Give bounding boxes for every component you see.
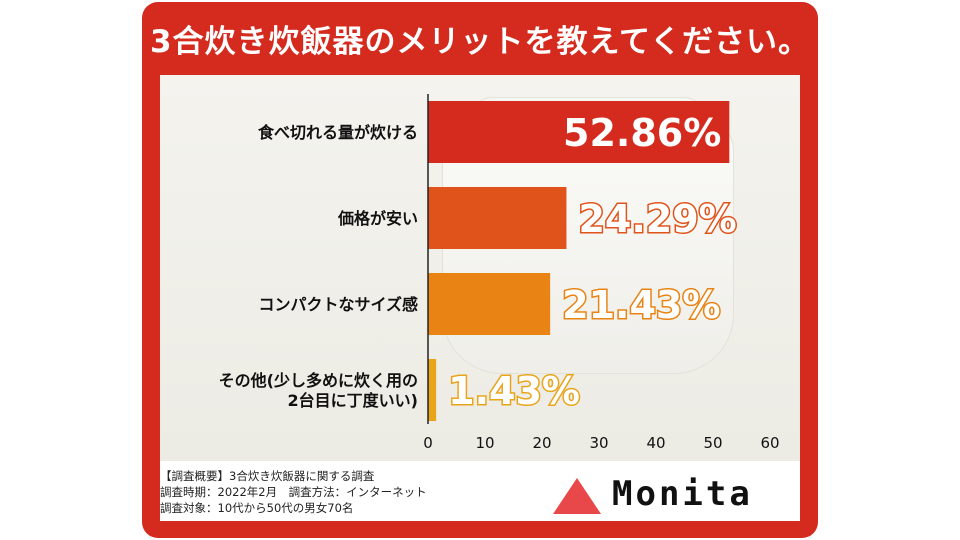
data-label: 24.29%	[578, 197, 736, 241]
category-label: コンパクトなサイズ感	[258, 295, 418, 314]
footer-area	[160, 461, 800, 521]
bar	[428, 101, 730, 163]
survey-note-line: 【調査概要】3合炊き炊飯器に関する調査	[160, 469, 375, 483]
data-label: 21.43%	[562, 283, 720, 327]
chart-title: 3合炊き炊飯器のメリットを教えてください。	[149, 24, 811, 60]
category-label: 価格が安い	[337, 209, 418, 228]
x-tick-label: 20	[532, 434, 551, 452]
bar-chart: 食べ切れる量が炊ける 52.86% 価格が安い 24.29% コンパクトなサイズ感 21.…	[219, 94, 780, 452]
x-tick-label: 0	[423, 434, 433, 452]
data-label: 52.86%	[563, 111, 721, 155]
x-tick-label: 60	[760, 434, 779, 452]
x-tick-label: 50	[703, 434, 722, 452]
x-tick-label: 10	[475, 434, 494, 452]
bar	[428, 187, 567, 249]
bar	[428, 359, 437, 421]
data-label: 1.43%	[448, 369, 580, 413]
category-label: 食べ切れる量が炊ける	[257, 123, 418, 142]
survey-note-line: 調査時期：2022年2月 調査方法：インターネット	[160, 485, 427, 499]
infographic-frame: 3合炊き炊飯器のメリットを教えてください。 食べ切れる量が炊ける 52.86% 価格…	[142, 2, 818, 538]
x-tick-label: 40	[646, 434, 665, 452]
category-label: その他(少し多めに炊く用の	[219, 371, 418, 390]
monita-logo-text: Monita	[612, 474, 753, 514]
category-label: 2台目に丁度いい)	[288, 391, 418, 410]
survey-notes: 【調査概要】3合炊き炊飯器に関する調査 調査時期：2022年2月 調査方法：イン…	[160, 468, 427, 516]
x-tick-label: 30	[589, 434, 608, 452]
bar	[428, 273, 551, 335]
survey-note-line: 調査対象：10代から50代の男女70名	[160, 501, 354, 515]
monita-logo-icon	[553, 478, 601, 514]
